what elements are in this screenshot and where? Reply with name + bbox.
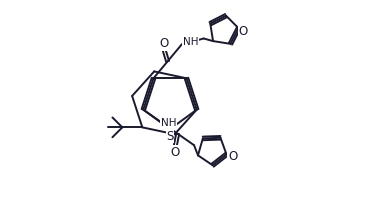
Text: NH: NH [183,37,198,48]
Text: O: O [239,25,248,38]
Text: O: O [159,37,168,50]
Text: O: O [228,150,237,163]
Text: O: O [170,146,179,159]
Text: S: S [166,130,174,143]
Text: NH: NH [161,118,176,128]
